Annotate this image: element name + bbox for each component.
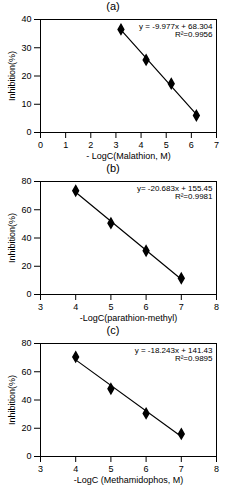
svg-text:40: 40 <box>21 395 31 405</box>
svg-text:6: 6 <box>189 140 194 150</box>
svg-text:20: 20 <box>21 261 31 271</box>
svg-text:3: 3 <box>38 302 43 312</box>
svg-text:6: 6 <box>144 302 149 312</box>
svg-text:3: 3 <box>38 464 43 474</box>
svg-text:20: 20 <box>21 423 31 433</box>
svg-text:4: 4 <box>73 464 78 474</box>
html-text:(b): (b) <box>106 162 120 174</box>
svg-text:60: 60 <box>21 367 31 377</box>
svg-text:-LogC(parathion-methyl): -LogC(parathion-methyl) <box>80 313 178 323</box>
svg-text:5: 5 <box>108 464 113 474</box>
svg-text:6: 6 <box>144 464 149 474</box>
svg-text:Inhibition(%): Inhibition(%) <box>7 51 17 101</box>
svg-text:0: 0 <box>26 451 31 461</box>
svg-text:1: 1 <box>63 140 68 150</box>
svg-text:10: 10 <box>21 99 31 109</box>
svg-text:40: 40 <box>21 233 31 243</box>
svg-text:3: 3 <box>113 140 118 150</box>
svg-text:0: 0 <box>26 127 31 137</box>
svg-text:7: 7 <box>214 140 219 150</box>
html-text:(a): (a) <box>106 0 120 12</box>
svg-text:-LogC (Methamidophos, M): -LogC (Methamidophos, M) <box>74 475 184 485</box>
svg-text:4: 4 <box>73 302 78 312</box>
svg-text:20: 20 <box>21 71 31 81</box>
svg-text:7: 7 <box>179 464 184 474</box>
svg-text:80: 80 <box>21 338 31 348</box>
svg-text:y = -9.977x + 68.304R²=0.9956: y = -9.977x + 68.304R²=0.9956 <box>139 22 213 39</box>
svg-text:0: 0 <box>26 289 31 299</box>
svg-text:2: 2 <box>88 140 93 150</box>
svg-text:8: 8 <box>214 302 219 312</box>
svg-text:- LogC(Malathion, M): - LogC(Malathion, M) <box>86 151 171 161</box>
svg-text:Inhibition(%): Inhibition(%) <box>7 213 17 263</box>
svg-text:0: 0 <box>38 140 43 150</box>
svg-text:y = -18.243x + 141.43R²=0.9895: y = -18.243x + 141.43R²=0.9895 <box>135 346 213 363</box>
svg-text:7: 7 <box>179 302 184 312</box>
svg-text:8: 8 <box>214 464 219 474</box>
svg-text:y= -20.683x + 155.45R²=0.9981: y= -20.683x + 155.45R²=0.9981 <box>137 184 213 201</box>
svg-text:80: 80 <box>21 176 31 186</box>
svg-text:60: 60 <box>21 205 31 215</box>
html-text:(c): (c) <box>106 324 120 336</box>
svg-text:5: 5 <box>164 140 169 150</box>
svg-text:4: 4 <box>139 140 144 150</box>
svg-text:Inhibition(%): Inhibition(%) <box>7 375 17 425</box>
svg-text:40: 40 <box>21 14 31 24</box>
svg-text:30: 30 <box>21 43 31 53</box>
svg-text:5: 5 <box>108 302 113 312</box>
